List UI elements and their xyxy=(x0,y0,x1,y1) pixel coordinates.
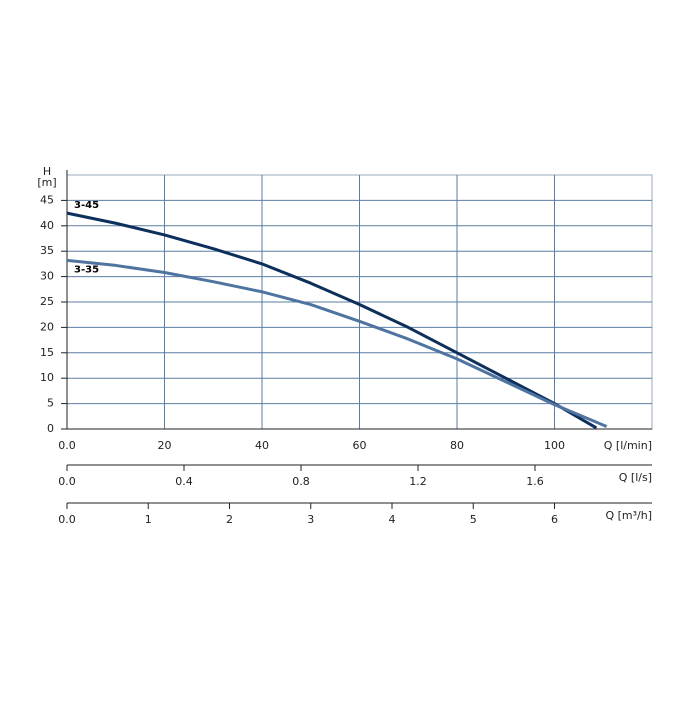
y-tick-label: 0 xyxy=(47,422,54,435)
secondary-tick-label: 2 xyxy=(226,513,233,526)
curve-label: 3-45 xyxy=(74,200,99,211)
y-axis-label: H xyxy=(43,165,51,178)
x-tick-label: 20 xyxy=(158,439,172,452)
y-tick-label: 40 xyxy=(40,219,54,232)
secondary-tick-label: 5 xyxy=(470,513,477,526)
secondary-tick-label: 1.6 xyxy=(526,475,544,488)
y-tick-label: 15 xyxy=(40,346,54,359)
curve-label: 3-35 xyxy=(74,264,99,275)
secondary-tick-label: 6 xyxy=(551,513,558,526)
x-tick-label: 60 xyxy=(353,439,367,452)
x-axis-label: Q [l/min] xyxy=(604,439,652,452)
secondary-tick-label: 1 xyxy=(145,513,152,526)
y-tick-label: 45 xyxy=(40,193,54,206)
secondary-tick-label: 4 xyxy=(389,513,396,526)
secondary-axis-label: Q [l/s] xyxy=(619,471,652,484)
curve xyxy=(66,211,598,430)
secondary-tick-label: 3 xyxy=(307,513,314,526)
secondary-tick-label: 0.4 xyxy=(175,475,193,488)
x-tick-label: 100 xyxy=(544,439,565,452)
x-tick-label: 40 xyxy=(255,439,269,452)
y-tick-label: 25 xyxy=(40,295,54,308)
secondary-tick-label: 1.2 xyxy=(409,475,427,488)
secondary-tick-label: 0.0 xyxy=(58,475,76,488)
y-tick-label: 10 xyxy=(40,371,54,384)
secondary-axis-label: Q [m³/h] xyxy=(605,509,652,522)
secondary-tick-label: 0.8 xyxy=(292,475,310,488)
y-tick-label: 5 xyxy=(47,397,54,410)
x-tick-label: 80 xyxy=(450,439,464,452)
x-tick-label: 0.0 xyxy=(58,439,76,452)
y-tick-label: 20 xyxy=(40,320,54,333)
curve xyxy=(66,258,608,428)
secondary-tick-label: 0.0 xyxy=(58,513,76,526)
y-tick-label: 35 xyxy=(40,244,54,257)
y-axis-unit: [m] xyxy=(37,176,56,189)
y-tick-label: 30 xyxy=(40,270,54,283)
